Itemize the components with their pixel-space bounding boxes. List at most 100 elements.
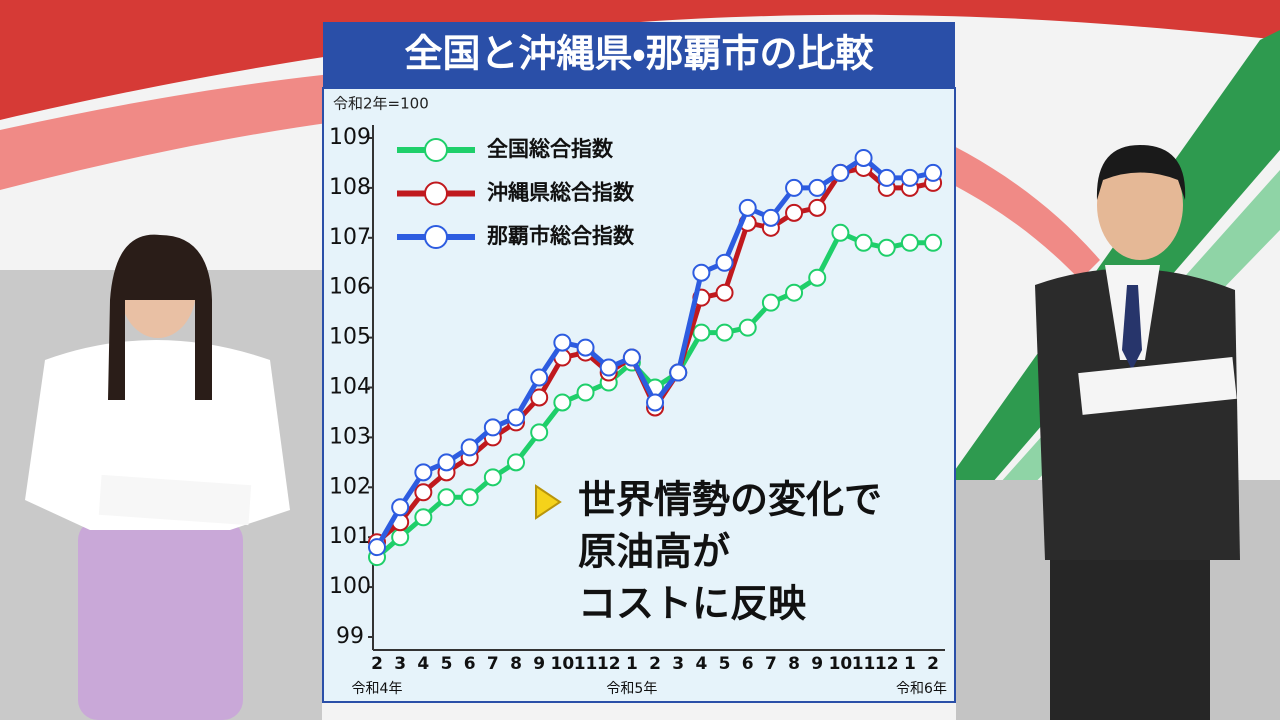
x-tick-label: 12 xyxy=(875,654,899,674)
data-point xyxy=(900,168,919,187)
data-point xyxy=(808,198,827,217)
legend-marker xyxy=(424,225,448,249)
x-sublabel: 令和5年 xyxy=(606,681,657,697)
x-tick-label: 4 xyxy=(695,654,707,674)
y-tick-label: 106 xyxy=(329,275,371,300)
x-tick-label: 12 xyxy=(597,654,621,674)
data-point xyxy=(924,233,943,252)
y-tick-label: 103 xyxy=(329,424,371,449)
x-tick-label: 5 xyxy=(441,654,453,674)
x-tick-label: 6 xyxy=(464,654,476,674)
y-tick-label: 104 xyxy=(329,375,371,400)
presenter-right xyxy=(1035,145,1240,720)
y-tick-label: 101 xyxy=(329,524,371,549)
x-tick-label: 11 xyxy=(852,654,876,674)
data-point xyxy=(761,293,780,312)
data-point xyxy=(715,323,734,342)
legend-marker xyxy=(424,138,448,162)
x-sublabel: 令和6年 xyxy=(896,681,947,697)
data-point xyxy=(669,363,688,382)
data-point xyxy=(368,538,386,557)
data-point xyxy=(738,318,757,337)
x-tick-label: 7 xyxy=(487,654,499,674)
data-point xyxy=(715,283,734,302)
data-point xyxy=(715,253,734,272)
legend-marker xyxy=(424,181,448,206)
data-point xyxy=(391,528,410,547)
x-tick-label: 3 xyxy=(672,654,684,674)
x-tick-label: 7 xyxy=(765,654,777,674)
x-tick-label: 11 xyxy=(574,654,598,674)
data-point xyxy=(646,393,665,412)
y-tick-label: 109 xyxy=(329,125,371,150)
x-tick-label: 6 xyxy=(742,654,754,674)
data-point xyxy=(692,323,711,342)
title-bar xyxy=(323,22,955,88)
data-point xyxy=(414,483,433,502)
x-tick-label: 8 xyxy=(788,654,800,674)
data-point xyxy=(599,358,618,377)
data-point xyxy=(460,438,479,457)
data-point xyxy=(738,198,757,217)
data-point xyxy=(808,178,827,197)
legend-label: 那覇市総合指数 xyxy=(487,224,635,248)
data-point xyxy=(877,238,896,257)
data-point xyxy=(391,498,410,517)
annotation-marker xyxy=(535,484,562,520)
y-tick-label: 102 xyxy=(329,474,371,499)
y-tick-label: 100 xyxy=(329,574,371,599)
x-tick-label: 8 xyxy=(510,654,522,674)
data-point xyxy=(622,348,641,367)
data-point xyxy=(924,163,943,182)
annotation-line: 世界情勢の変化で xyxy=(578,478,882,522)
x-tick-label: 2 xyxy=(649,654,661,674)
x-tick-label: 9 xyxy=(811,654,823,674)
data-point xyxy=(808,268,827,287)
data-point xyxy=(553,393,572,412)
chart-title: 全国と沖縄県・那覇市の比較 xyxy=(405,32,875,76)
data-point xyxy=(576,338,595,357)
data-point xyxy=(831,223,850,242)
data-point xyxy=(530,388,549,407)
data-point xyxy=(692,263,711,282)
presenter-left xyxy=(25,234,290,720)
data-point xyxy=(785,178,804,197)
x-tick-label: 10 xyxy=(829,654,853,674)
data-point xyxy=(530,423,549,442)
red-stripe xyxy=(0,0,1280,120)
data-point xyxy=(507,453,526,472)
data-point xyxy=(831,163,850,182)
x-tick-label: 10 xyxy=(551,654,575,674)
annotation-line: 原油高が xyxy=(578,530,730,574)
data-point xyxy=(483,468,502,487)
data-point xyxy=(854,233,873,252)
x-sublabel: 令和4年 xyxy=(352,681,403,697)
x-tick-label: 2 xyxy=(371,654,383,674)
data-point xyxy=(414,508,433,527)
data-point xyxy=(785,203,804,222)
data-point xyxy=(507,408,526,427)
y-tick-label: 105 xyxy=(329,325,371,350)
data-point xyxy=(576,383,595,402)
x-tick-label: 3 xyxy=(394,654,406,674)
data-point xyxy=(877,168,896,187)
data-point xyxy=(553,333,572,352)
legend-label: 全国総合指数 xyxy=(487,137,614,161)
x-tick-label: 9 xyxy=(533,654,545,674)
data-point xyxy=(530,368,549,387)
data-point xyxy=(900,233,919,252)
x-tick-label: 5 xyxy=(719,654,731,674)
data-point xyxy=(437,453,456,472)
y-tick-label: 99 xyxy=(336,624,364,649)
annotation-line: コストに反映 xyxy=(578,582,806,626)
data-point xyxy=(483,418,502,437)
data-point xyxy=(437,488,456,507)
x-tick-label: 4 xyxy=(417,654,429,674)
x-tick-label: 1 xyxy=(626,654,638,674)
legend-label: 沖縄県総合指数 xyxy=(487,181,635,205)
unit-note: 令和2年=100 xyxy=(333,95,429,113)
x-tick-label: 1 xyxy=(904,654,916,674)
data-point xyxy=(761,208,780,227)
